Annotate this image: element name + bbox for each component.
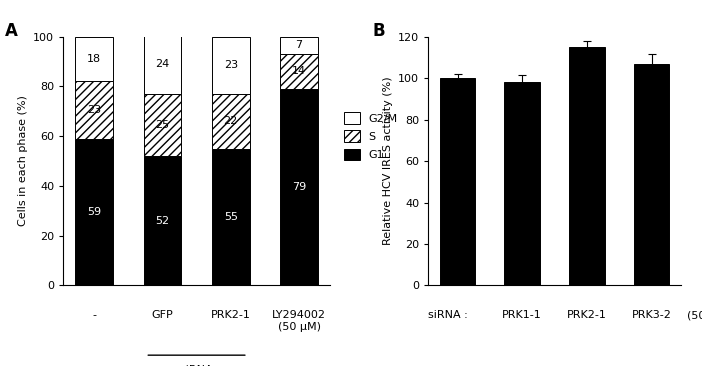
Bar xyxy=(144,34,181,94)
Text: 18: 18 xyxy=(87,54,101,64)
Y-axis label: Cells in each phase (%): Cells in each phase (%) xyxy=(18,96,27,227)
Text: A: A xyxy=(4,22,18,40)
Text: PRK2-1: PRK2-1 xyxy=(211,310,251,320)
Text: (50 nM): (50 nM) xyxy=(687,310,702,320)
Text: 7: 7 xyxy=(296,40,303,50)
Text: 23: 23 xyxy=(87,105,101,115)
Text: 23: 23 xyxy=(224,60,238,70)
Bar xyxy=(212,37,249,94)
Y-axis label: Relative HCV IRES activity (%): Relative HCV IRES activity (%) xyxy=(383,77,392,245)
Text: 14: 14 xyxy=(292,67,306,76)
Text: 22: 22 xyxy=(224,116,238,126)
Bar xyxy=(144,156,181,285)
Bar xyxy=(144,94,181,156)
Bar xyxy=(439,78,475,285)
Bar xyxy=(75,81,113,139)
Text: LY294002
(50 μM): LY294002 (50 μM) xyxy=(272,310,326,332)
Text: PRK2-1: PRK2-1 xyxy=(567,310,607,320)
Text: siRNA :: siRNA : xyxy=(428,310,468,320)
Text: 25: 25 xyxy=(155,120,169,130)
Bar xyxy=(634,64,670,285)
Text: siRNA
(50 nM): siRNA (50 nM) xyxy=(175,365,218,366)
Bar xyxy=(280,54,318,89)
Text: PRK1-1: PRK1-1 xyxy=(503,310,542,320)
Legend: G2/M, S, G1: G2/M, S, G1 xyxy=(341,109,401,163)
Bar xyxy=(505,82,540,285)
Bar xyxy=(280,89,318,285)
Bar xyxy=(212,149,249,285)
Text: 52: 52 xyxy=(155,216,169,226)
Bar xyxy=(569,47,604,285)
Text: GFP: GFP xyxy=(152,310,173,320)
Bar xyxy=(212,94,249,149)
Text: PRK3-2: PRK3-2 xyxy=(632,310,672,320)
Text: 59: 59 xyxy=(87,207,101,217)
Bar xyxy=(75,37,113,81)
Text: 55: 55 xyxy=(224,212,238,222)
Bar xyxy=(75,139,113,285)
Text: 79: 79 xyxy=(292,182,306,192)
Bar xyxy=(280,37,318,54)
Text: -: - xyxy=(92,310,96,320)
Text: B: B xyxy=(373,22,385,40)
Text: 24: 24 xyxy=(155,59,169,69)
Text: -: - xyxy=(456,310,460,320)
